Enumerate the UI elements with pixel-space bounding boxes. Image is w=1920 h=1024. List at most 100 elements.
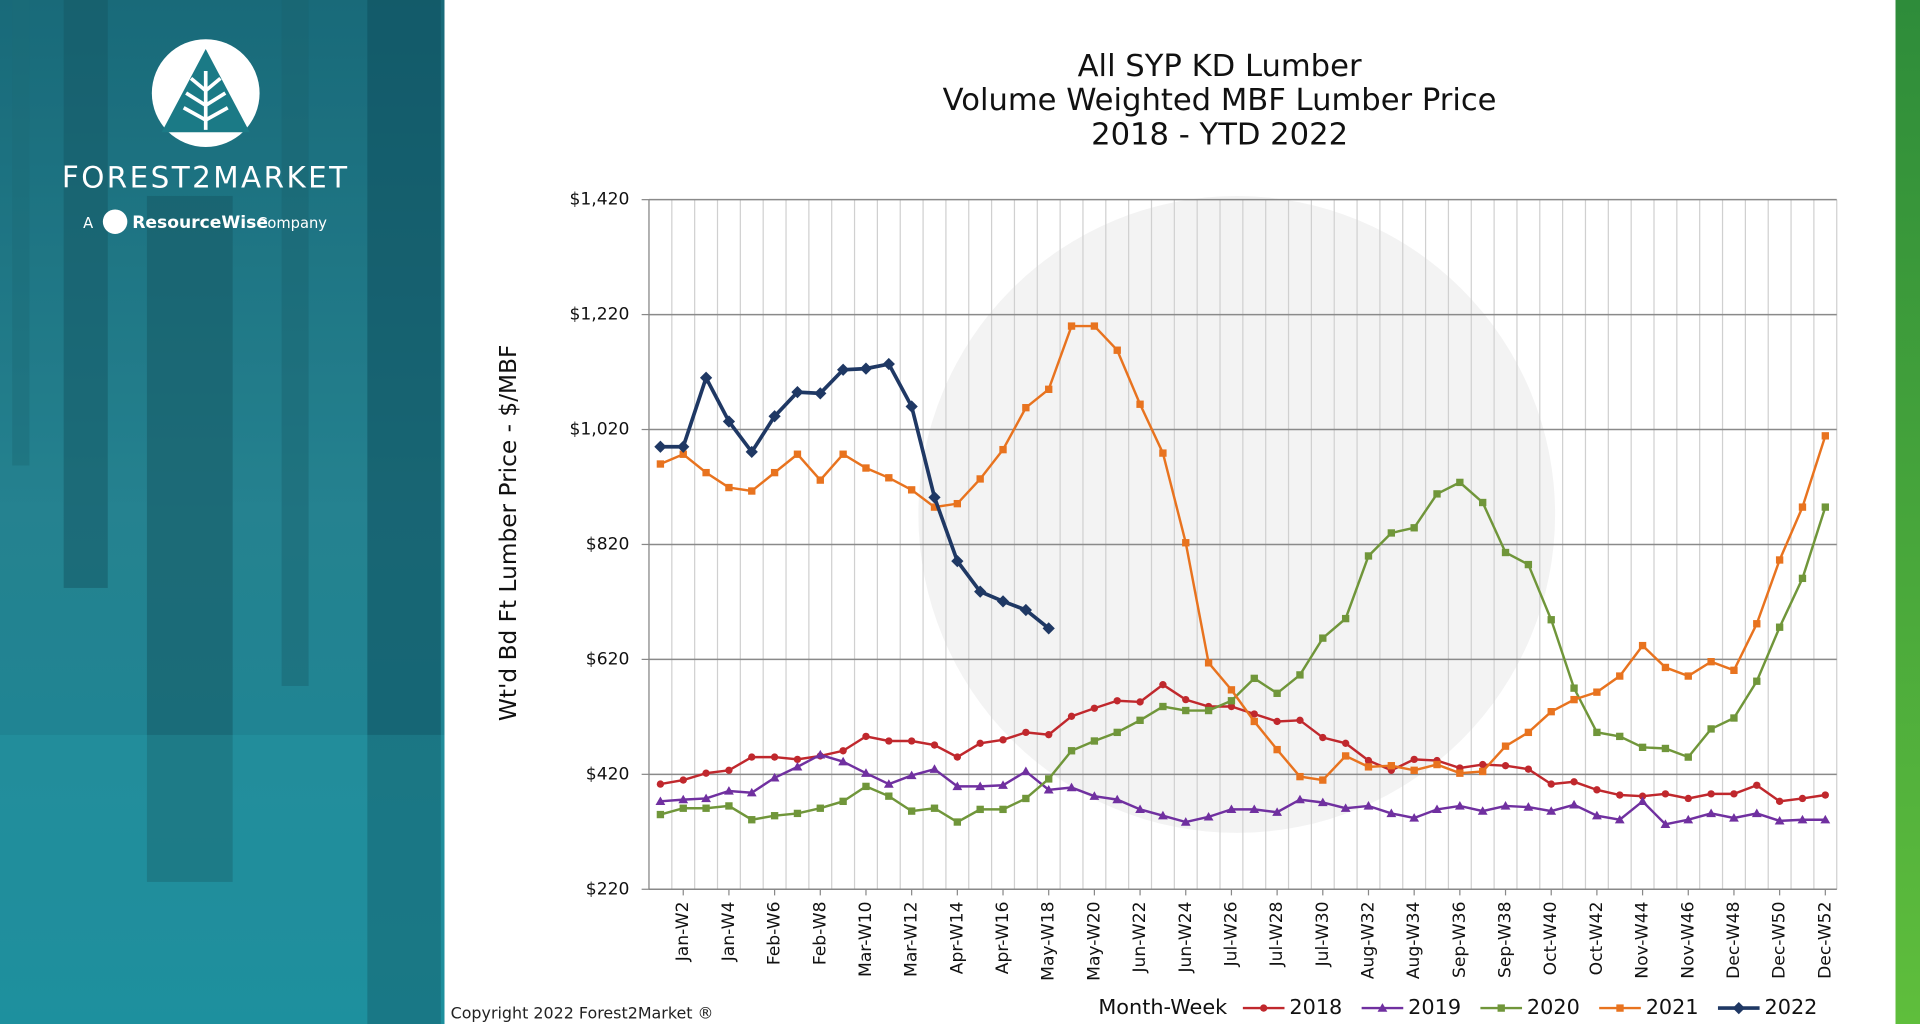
marker [1707,658,1715,666]
marker [1042,622,1055,635]
chart-title: 2018 - YTD 2022 [1091,117,1348,152]
marker [748,816,756,824]
x-tick-label: Jan-W4 [719,902,739,963]
marker [1363,801,1374,810]
marker [702,769,710,777]
marker [953,753,962,761]
marker [952,781,963,791]
marker [702,804,710,812]
marker [1377,1003,1388,1012]
marker [907,737,916,745]
copyright: Copyright 2022 Forest2Market ® [451,1004,714,1023]
x-tick-label: Apr-W16 [993,902,1013,975]
marker [725,483,733,492]
marker [999,805,1007,814]
marker [1067,322,1076,330]
marker [1661,790,1670,798]
marker [1043,784,1054,794]
x-tick-label: Mar-W10 [856,902,876,977]
marker [816,476,824,484]
marker [814,387,827,400]
series-line [659,324,1827,782]
marker [1022,404,1030,412]
marker [996,595,1010,608]
marker [1523,802,1534,811]
marker [929,764,940,773]
marker [1753,781,1761,789]
marker [1751,808,1762,818]
marker [1090,322,1099,330]
x-tick-label: Jul-W28 [1267,902,1287,968]
series [656,322,1829,784]
marker [1547,708,1555,716]
marker [1797,814,1808,824]
marker [1159,681,1167,689]
marker [1045,385,1053,393]
marker [1204,659,1213,667]
marker [770,468,779,477]
x-tick-label: Apr-W14 [947,902,967,975]
series-line [660,683,1826,803]
marker [1387,529,1395,537]
marker [930,804,939,812]
marker [1341,614,1350,623]
legend-title: Month-Week [1098,995,1227,1019]
marker [1319,776,1327,784]
marker [1753,677,1761,685]
marker [1524,728,1533,737]
marker [1159,449,1167,457]
marker [1113,346,1121,354]
side-panel: FOREST2MARKET A ResourceWise Company [0,0,445,1024]
marker [1067,747,1076,755]
marker [1547,616,1555,624]
y-tick-label: $1,020 [569,420,629,440]
x-tick-label: Mar-W12 [902,902,922,977]
marker [1638,792,1647,800]
marker [1753,620,1761,628]
legend-label: 2019 [1408,995,1461,1019]
marker [1410,524,1418,532]
x-tick-label: Jul-W26 [1221,902,1241,968]
marker [1364,763,1373,771]
marker [725,802,733,810]
x-tick-label: May-W18 [1039,902,1059,981]
marker [1227,686,1236,694]
brand-suffix: Company [257,215,327,232]
marker [838,756,849,766]
brand-partner: ResourceWise [132,213,268,233]
marker [885,792,893,800]
marker [1273,745,1281,754]
marker [998,780,1008,789]
marker [1821,791,1829,799]
marker [1456,478,1464,487]
marker [1729,813,1739,822]
marker [1500,801,1511,810]
marker [793,450,802,458]
marker [656,780,665,788]
marker [999,445,1007,454]
x-tick-label: Aug-W34 [1404,902,1424,980]
marker [656,460,665,468]
marker [654,440,667,453]
marker [1295,794,1305,804]
marker [1250,710,1258,718]
marker [1570,684,1578,692]
x-tick-label: Nov-W44 [1633,902,1653,979]
marker [861,768,871,777]
marker [1775,556,1784,564]
marker [862,732,870,741]
marker [1296,772,1304,781]
chart-title: All SYP KD Lumber [1078,49,1362,84]
marker [1409,813,1420,822]
marker [1296,716,1304,724]
marker [1570,778,1578,786]
marker [1501,762,1510,770]
series [656,478,1829,826]
y-tick-label: $220 [586,879,630,899]
marker [748,487,756,495]
marker [1136,698,1144,706]
marker [1273,717,1281,726]
marker [1226,804,1237,814]
marker [862,464,870,472]
